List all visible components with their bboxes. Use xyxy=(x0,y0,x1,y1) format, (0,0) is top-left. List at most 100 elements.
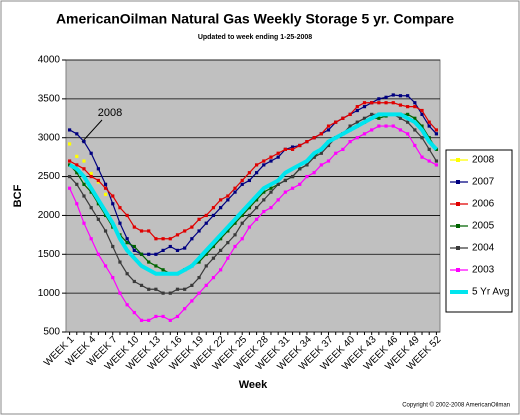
data-point xyxy=(154,288,157,291)
data-point xyxy=(363,101,366,104)
legend-label: 2006 xyxy=(472,199,495,210)
data-point xyxy=(255,171,258,174)
data-point xyxy=(248,225,251,228)
data-point xyxy=(133,249,136,252)
chart-title: AmericanOilman Natural Gas Weekly Storag… xyxy=(56,11,454,27)
legend-label: 2008 xyxy=(472,155,495,166)
data-point xyxy=(363,132,366,135)
data-point xyxy=(118,222,121,225)
data-point xyxy=(348,113,351,116)
data-point xyxy=(82,222,85,225)
data-point xyxy=(392,124,395,127)
data-point xyxy=(428,121,431,124)
page: AmericanOilman Natural Gas Weekly Storag… xyxy=(0,0,520,415)
data-point xyxy=(154,253,157,256)
data-point xyxy=(190,284,193,287)
data-point xyxy=(428,148,431,151)
legend-swatch-marker xyxy=(456,224,460,228)
data-point xyxy=(356,109,359,112)
data-point xyxy=(212,276,215,279)
data-point xyxy=(147,229,150,232)
data-point xyxy=(97,179,100,182)
copyright: Copyright © 2002-2008 AmericanOilman xyxy=(402,402,510,409)
data-point xyxy=(356,105,359,108)
data-point xyxy=(169,245,172,248)
data-point xyxy=(413,101,416,104)
data-point xyxy=(435,132,438,135)
data-point xyxy=(212,257,215,260)
data-point xyxy=(183,246,186,249)
data-point xyxy=(269,159,272,162)
data-point xyxy=(241,222,244,225)
data-point xyxy=(305,175,308,178)
data-point xyxy=(82,194,85,197)
data-point xyxy=(68,128,71,131)
data-point xyxy=(176,233,179,236)
data-point xyxy=(190,225,193,228)
data-point xyxy=(205,284,208,287)
legend-label: 5 Yr Avg xyxy=(472,287,509,298)
data-point xyxy=(320,132,323,135)
data-point xyxy=(111,245,114,248)
data-point xyxy=(97,167,100,170)
data-point xyxy=(219,198,222,201)
data-point xyxy=(104,229,107,232)
y-tick-label: 2500 xyxy=(38,171,61,182)
data-point xyxy=(406,94,409,97)
data-point xyxy=(277,156,280,159)
data-point xyxy=(341,148,344,151)
data-point xyxy=(68,175,71,178)
data-point xyxy=(82,167,85,170)
data-point xyxy=(90,175,93,178)
data-point xyxy=(370,128,373,131)
data-point xyxy=(420,136,423,139)
data-point xyxy=(147,253,150,256)
data-point xyxy=(370,101,373,104)
data-point xyxy=(399,103,402,106)
data-point xyxy=(298,183,301,186)
data-point xyxy=(305,140,308,143)
data-point xyxy=(161,249,164,252)
data-point xyxy=(413,144,416,147)
data-point xyxy=(161,268,164,271)
y-tick-label: 3500 xyxy=(38,93,61,104)
data-point xyxy=(90,152,93,155)
data-point xyxy=(284,179,287,182)
data-point xyxy=(205,222,208,225)
chart: AmericanOilman Natural Gas Weekly Storag… xyxy=(0,0,520,415)
data-point xyxy=(104,264,107,267)
data-point xyxy=(97,253,100,256)
data-point xyxy=(269,191,272,194)
data-point xyxy=(111,194,114,197)
data-point xyxy=(169,292,172,295)
data-point xyxy=(241,237,244,240)
data-point xyxy=(183,307,186,310)
data-point xyxy=(233,187,236,190)
data-point xyxy=(219,268,222,271)
data-point xyxy=(255,218,258,221)
data-point xyxy=(327,124,330,127)
legend-label: 2004 xyxy=(472,243,495,254)
data-point xyxy=(169,319,172,322)
data-point xyxy=(126,241,129,244)
data-point xyxy=(90,237,93,240)
data-point xyxy=(118,260,121,263)
data-point xyxy=(176,249,179,252)
data-point xyxy=(291,175,294,178)
data-point xyxy=(233,191,236,194)
plot-area xyxy=(66,60,440,332)
data-point xyxy=(413,128,416,131)
data-point xyxy=(248,179,251,182)
data-point xyxy=(197,276,200,279)
data-point xyxy=(248,214,251,217)
data-point xyxy=(406,105,409,108)
data-point xyxy=(262,210,265,213)
data-point xyxy=(176,315,179,318)
data-point xyxy=(161,292,164,295)
data-point xyxy=(298,144,301,147)
data-point xyxy=(377,124,380,127)
y-tick-label: 3000 xyxy=(38,132,61,143)
data-point xyxy=(420,109,423,112)
data-point xyxy=(284,191,287,194)
y-tick-label: 2000 xyxy=(38,210,61,221)
